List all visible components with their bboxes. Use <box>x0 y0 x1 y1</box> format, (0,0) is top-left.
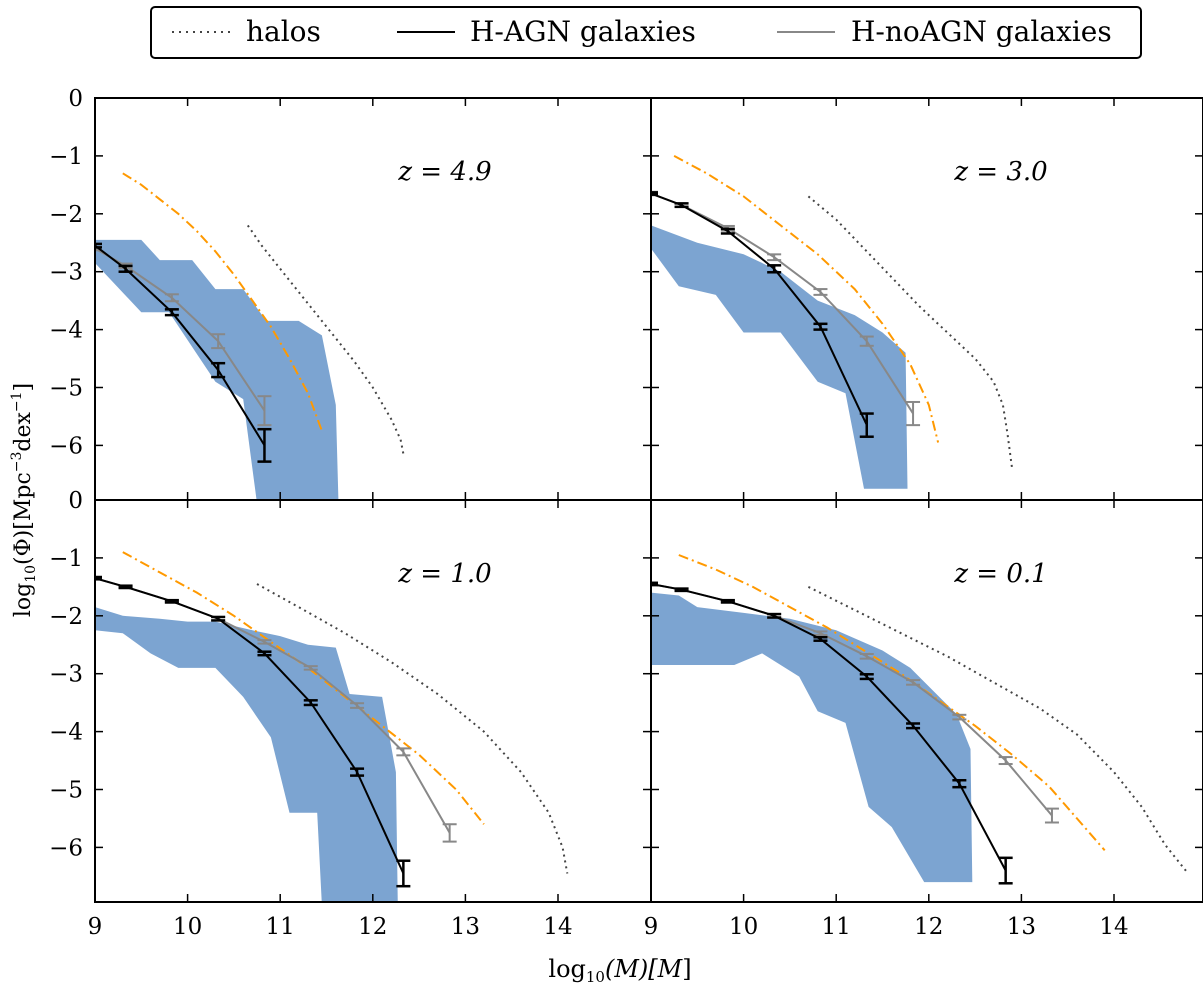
panel-frame <box>650 499 1203 903</box>
redshift-label: z = 4.9 <box>397 157 491 187</box>
x-axis-label: log10(M)[M] <box>548 955 691 983</box>
halos-line <box>256 583 569 874</box>
x-tick-label: 12 <box>358 914 387 940</box>
legend-halos-label: halos <box>246 15 321 48</box>
y-tick-label: −4 <box>49 318 83 344</box>
y-tick-label: −1 <box>49 144 83 170</box>
y-tick-label: 0 <box>68 86 83 112</box>
x-tick-label: 11 <box>822 914 851 940</box>
y-tick-label: −1 <box>49 546 83 572</box>
redshift-label: z = 0.1 <box>953 559 1047 589</box>
y-tick-label: −3 <box>49 260 83 286</box>
y-tick-label: −5 <box>49 376 83 402</box>
x-tick-label: 12 <box>914 914 943 940</box>
y-tick-label: −2 <box>49 202 83 228</box>
panel-bottom-right: 9 10 11 12 13 14 z = 0.1 <box>644 499 1203 940</box>
x-tick-label: 10 <box>173 914 202 940</box>
panel-top-right: z = 3.0 <box>650 97 1203 501</box>
plot-area <box>95 551 569 902</box>
observed-band <box>95 607 398 902</box>
orange-dashdot-line <box>678 554 1106 851</box>
y-tick-label: −5 <box>49 778 83 804</box>
redshift-label: z = 1.0 <box>397 559 491 589</box>
observed-band <box>651 592 973 883</box>
legend-frame <box>150 6 1142 59</box>
plot-area <box>95 172 405 500</box>
x-tick-label: 13 <box>451 914 480 940</box>
legend: halos H-AGN galaxies H-noAGN galaxies <box>150 6 1142 59</box>
x-tick-label: 9 <box>644 914 659 940</box>
plot-area <box>651 155 1014 489</box>
y-tick-label: −2 <box>49 604 83 630</box>
x-tick-label: 14 <box>1099 914 1128 940</box>
plot-area <box>651 554 1189 885</box>
y-tick-label: −3 <box>49 662 83 688</box>
panel-bottom-left: 0 −1 −2 −3 −4 −5 −6 9 10 11 12 13 14 z = 1.0 <box>49 488 652 940</box>
x-tick-label: 13 <box>1007 914 1036 940</box>
redshift-label: z = 3.0 <box>953 157 1047 187</box>
panels: 0 −1 −2 −3 −4 −5 −6 z = 4.9 z = 3.0 0 −1 −2 −3 −4 −5 −6… <box>49 86 1203 940</box>
panel-top-left: 0 −1 −2 −3 −4 −5 −6 z = 4.9 <box>49 86 652 501</box>
observed-band <box>651 225 908 489</box>
legend-noagn-label: H-noAGN galaxies <box>851 15 1112 48</box>
y-tick-label: −4 <box>49 720 83 746</box>
observed-band <box>95 239 339 500</box>
x-tick-label: 14 <box>543 914 572 940</box>
x-tick-label: 10 <box>729 914 758 940</box>
orange-dashdot-line <box>122 172 323 432</box>
y-tick-label: −6 <box>49 433 83 459</box>
y-tick-label: 0 <box>68 488 83 514</box>
y-tick-label: −6 <box>49 835 83 861</box>
orange-dashdot-line <box>673 155 940 443</box>
agn-line <box>95 577 405 874</box>
x-tick-label: 11 <box>266 914 295 940</box>
y-axis-label: log10(Φ)[Mpc−3dex−1] <box>9 383 39 617</box>
x-tick-label: 9 <box>88 914 103 940</box>
legend-agn-label: H-AGN galaxies <box>470 15 696 48</box>
